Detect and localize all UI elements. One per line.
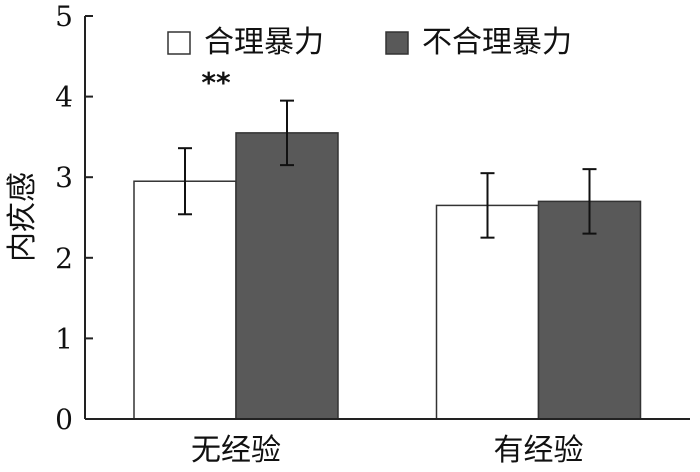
y-axis-label: 内疚感 [5, 172, 40, 262]
legend-swatch [385, 31, 409, 55]
legend-label: 合理暴力 [204, 25, 324, 60]
legend: 合理暴力 不合理暴力 [167, 25, 572, 60]
y-tick-label: 4 [55, 81, 73, 114]
legend-swatch [167, 31, 191, 55]
bar [537, 200, 642, 420]
x-category-label: 有经验 [494, 433, 584, 468]
y-tick-label: 3 [55, 161, 73, 194]
bars [133, 132, 642, 420]
y-tick-label: 2 [55, 242, 73, 275]
bar [133, 180, 237, 420]
y-tick-label: 1 [55, 322, 73, 355]
significance-annotation: ** [201, 66, 231, 99]
bar [235, 132, 339, 420]
annotations: ** [201, 66, 231, 99]
y-tick-label: 5 [55, 0, 73, 33]
y-axis-ticks: 0 1 2 3 4 5 [55, 0, 93, 436]
error-bars [178, 99, 597, 239]
legend-label: 不合理暴力 [422, 25, 572, 60]
y-tick-label: 0 [55, 403, 73, 436]
x-axis-categories: 无经验 有经验 [191, 433, 584, 468]
x-category-label: 无经验 [191, 433, 281, 468]
